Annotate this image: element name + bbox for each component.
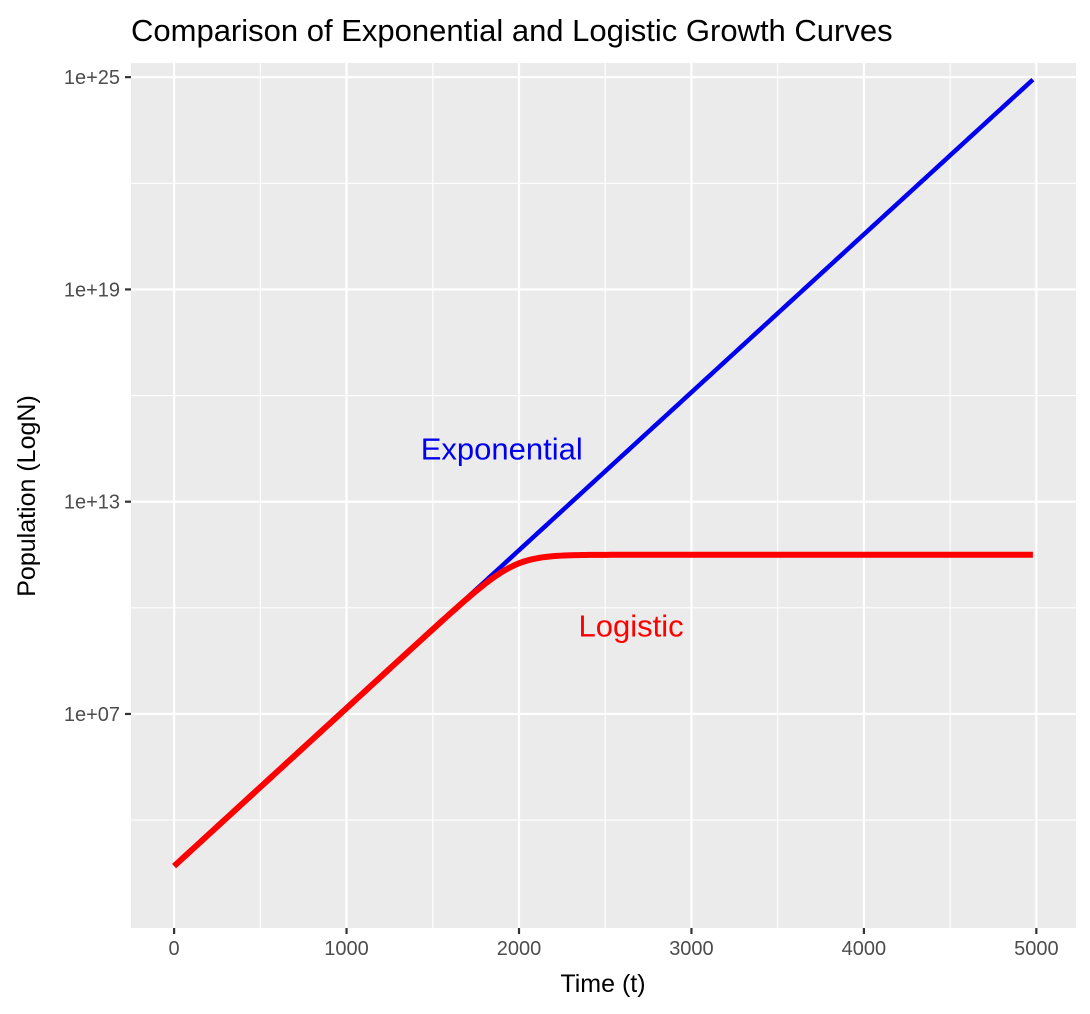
x-axis: 0 1000 2000 3000 4000 5000 [169, 928, 1059, 960]
plot-panel [131, 63, 1076, 928]
major-gridlines [131, 63, 1076, 928]
y-axis: 1e+07 1e+13 1e+19 1e+25 [64, 67, 131, 726]
x-axis-title: Time (t) [560, 970, 645, 998]
x-tick-label: 3000 [669, 938, 714, 960]
chart-title: Comparison of Exponential and Logistic G… [131, 13, 893, 48]
logistic-annotation: Logistic [579, 609, 684, 644]
x-tick-label: 1000 [324, 938, 369, 960]
x-tick-label: 0 [169, 938, 180, 960]
exponential-annotation: Exponential [421, 432, 583, 467]
y-tick-label: 1e+19 [64, 279, 120, 301]
y-tick-label: 1e+07 [64, 704, 120, 726]
series-layer [172, 77, 1035, 869]
x-tick-label: 2000 [497, 938, 542, 960]
x-tick-label: 5000 [1014, 938, 1059, 960]
logistic-series-line [172, 551, 1033, 869]
y-axis-title: Population (LogN) [13, 395, 41, 597]
y-tick-label: 1e+25 [64, 67, 120, 89]
y-tick-label: 1e+13 [64, 492, 120, 514]
x-tick-label: 4000 [842, 938, 887, 960]
annotation-layer: Exponential Logistic [421, 432, 684, 644]
